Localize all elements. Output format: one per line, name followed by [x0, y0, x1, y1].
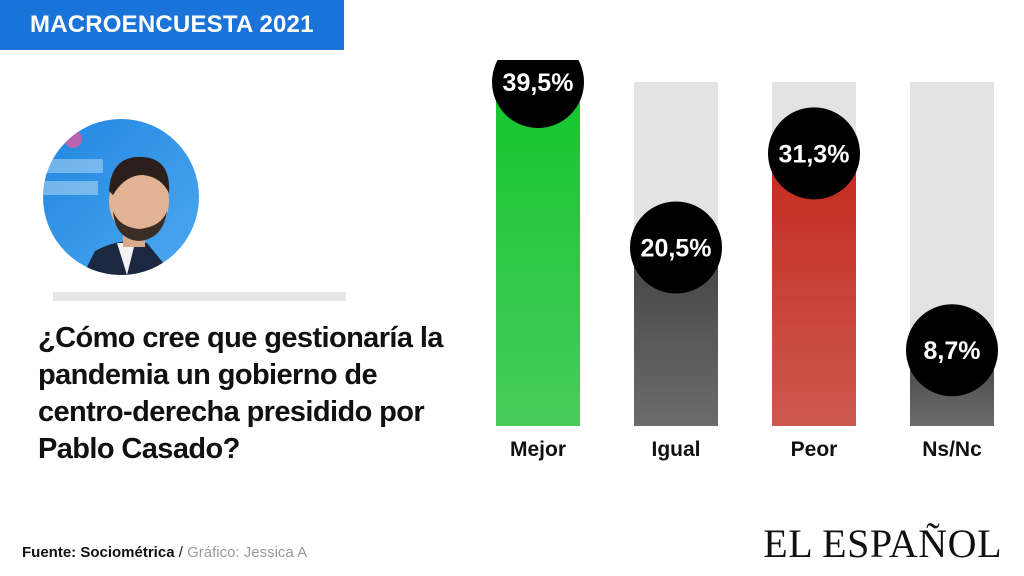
portrait-photo — [43, 119, 199, 275]
brand-logo: EL ESPAÑOL — [763, 521, 1002, 566]
data-label: 39,5% — [503, 69, 574, 97]
value-bubble — [768, 107, 860, 200]
value-bubble — [906, 304, 998, 397]
header-band: MACROENCUESTA 2021 — [0, 0, 344, 50]
divider — [53, 292, 346, 301]
source-label: Fuente: Sociométrica — [22, 544, 175, 561]
category-label: Igual — [651, 438, 700, 461]
survey-question: ¿Cómo cree que gestionaría la pandemia u… — [38, 322, 443, 465]
category-label: Ns/Nc — [922, 438, 982, 461]
footer-separator: / — [174, 544, 188, 561]
data-label: 8,7% — [924, 337, 981, 365]
header-title: MACROENCUESTA 2021 — [30, 11, 314, 38]
credit-label: Gráfico: Jessica A — [187, 544, 308, 561]
footer: Fuente: Sociométrica / Gráfico: Jessica … — [22, 544, 307, 561]
value-bubble — [630, 201, 722, 294]
category-label: Mejor — [510, 438, 566, 461]
value-bubble — [492, 60, 584, 128]
bar-chart: 39,5% Mejor 20,5% Igual 31,3% Peor 8,7% Ns/Nc — [492, 60, 998, 461]
category-label: Peor — [791, 438, 838, 461]
data-label: 20,5% — [641, 234, 712, 262]
bar-mejor — [496, 82, 580, 426]
portrait-illustration — [43, 119, 199, 275]
data-label: 31,3% — [779, 140, 850, 168]
